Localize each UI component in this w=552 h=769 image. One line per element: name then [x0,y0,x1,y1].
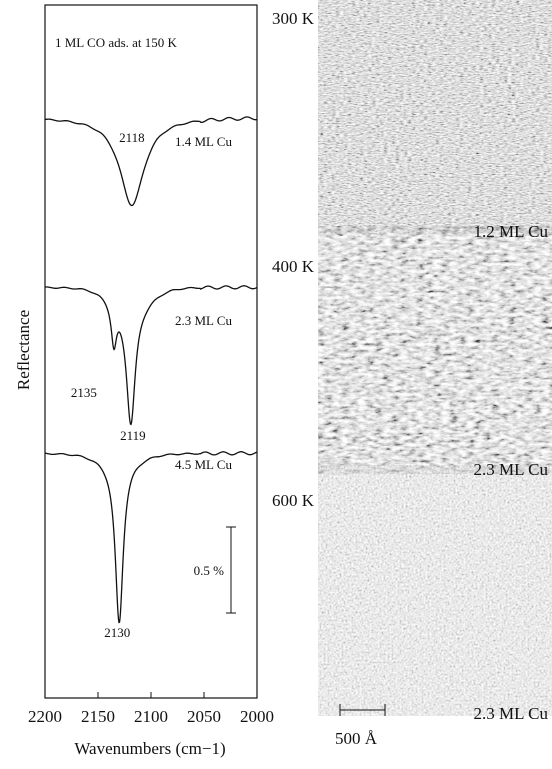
spectrum [45,286,257,425]
plot-frame [45,5,257,698]
peak-label: 2118 [119,130,145,145]
x-tick-label: 2050 [187,707,221,726]
spectrum [45,452,257,623]
stm-image [339,8,548,213]
trace-label: 2.3 ML Cu [175,313,232,328]
stm-image [339,486,548,695]
x-tick-label: 2200 [28,707,62,726]
temperature-label: 300 K [272,9,315,28]
scale-bar-label: 0.5 % [194,563,225,578]
peak-label: 2119 [120,428,146,443]
peak-label: 2135 [71,385,97,400]
x-tick-label: 2150 [81,707,115,726]
coverage-label: 2.3 ML Cu [474,704,549,723]
x-tick-label: 2000 [240,707,274,726]
trace-label: 1.4 ML Cu [175,134,232,149]
temperature-label: 600 K [272,491,315,510]
y-axis-label: Reflectance [14,310,33,390]
spectrum [45,117,257,206]
length-label: 500 Å [335,729,378,748]
figure: 1 ML CO ads. at 150 K Reflectance Wavenu… [0,0,552,769]
coverage-label: 2.3 ML Cu [474,460,549,479]
trace-label: 4.5 ML Cu [175,457,232,472]
coverage-label: 1.2 ML Cu [474,222,549,241]
stm-image [339,247,548,453]
stm-images [339,8,548,695]
x-axis-label: Wavenumbers (cm−1) [74,739,225,758]
x-tick-label: 2100 [134,707,168,726]
annotation: 1 ML CO ads. at 150 K [55,35,178,50]
peak-label: 2130 [104,625,130,640]
temperature-label: 400 K [272,257,315,276]
